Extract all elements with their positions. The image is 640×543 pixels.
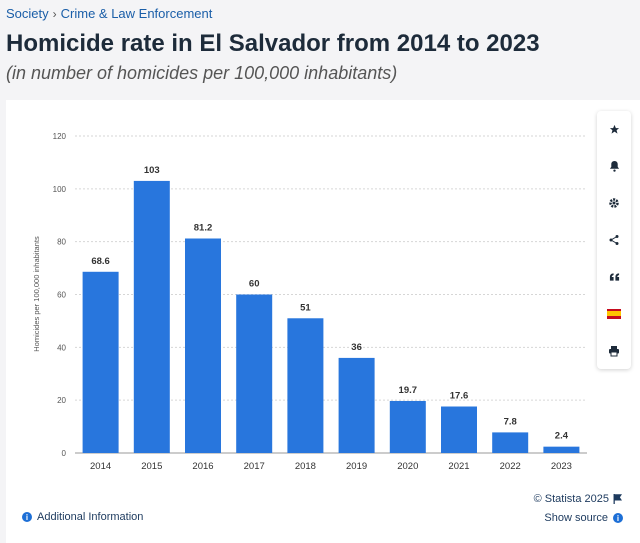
data-label: 2.4 [555,431,569,442]
data-label: 17.6 [450,391,469,402]
x-tick-label: 2017 [244,461,265,472]
y-axis-title: Homicides per 100,000 inhabitants [32,236,41,352]
bar-2021[interactable] [441,406,477,453]
additional-information-link[interactable]: i Additional Information [22,511,143,523]
gear-icon[interactable] [597,185,631,222]
breadcrumb-society[interactable]: Society [6,6,49,21]
chart-toolbar [597,111,631,369]
y-tick-label: 40 [57,343,66,352]
info-icon: i [22,512,32,522]
page-title: Homicide rate in El Salvador from 2014 t… [6,30,540,57]
bar-2015[interactable] [133,180,170,454]
bar-layer [82,180,580,454]
bell-icon[interactable] [597,148,631,185]
star-icon[interactable] [597,111,631,148]
share-icon[interactable] [597,222,631,259]
bar-2017[interactable] [236,294,273,454]
bar-2014[interactable] [82,271,119,453]
bar-2016[interactable] [185,238,221,453]
data-label: 51 [300,302,311,313]
y-tick-label: 100 [53,185,67,194]
bar-2019[interactable] [338,357,375,453]
y-tick-label: 0 [62,449,67,458]
bar-2022[interactable] [492,432,529,453]
y-tick-label: 20 [57,396,66,405]
copyright-link[interactable]: © Statista 2025 [534,493,622,505]
bar-2020[interactable] [389,400,426,453]
show-source-link[interactable]: Show source i [544,512,623,524]
bar-2023[interactable] [543,446,580,453]
x-tick-label: 2021 [448,461,469,472]
x-tick-label: 2020 [397,461,418,472]
y-tick-label: 80 [57,238,66,247]
breadcrumb-separator: › [52,6,57,21]
breadcrumb-crime-law[interactable]: Crime & Law Enforcement [60,6,213,21]
x-tick-label: 2018 [295,461,316,472]
x-tick-label: 2016 [192,461,213,472]
x-tick-label: 2023 [551,461,572,472]
data-label: 19.7 [399,385,418,396]
copyright-label: © Statista 2025 [533,493,609,505]
x-tick-label: 2015 [141,461,162,472]
flag-icon [613,494,622,504]
print-icon[interactable] [597,332,631,369]
x-tick-label: 2014 [90,461,111,472]
additional-information-label: Additional Information [37,511,144,523]
data-label: 36 [351,342,362,353]
breadcrumb: Society › Crime & Law Enforcement [6,6,212,21]
quote-icon[interactable] [597,258,631,295]
data-label: 7.8 [504,416,517,427]
data-label: 68.6 [91,256,110,267]
y-tick-label: 120 [53,132,67,141]
bar-2018[interactable] [287,318,324,453]
x-tick-label: 2022 [500,461,521,472]
page-subtitle: (in number of homicides per 100,000 inha… [6,63,398,83]
info-icon: i [613,513,623,523]
show-source-label: Show source [544,512,608,524]
spain-flag-icon[interactable] [597,295,631,332]
data-label: 60 [249,279,260,290]
data-label: 103 [144,165,160,176]
data-label: 81.2 [194,222,213,233]
label-layer: 0 20 40 60 80 100 120 68.6 2014 103 2015 81.2 2016 60… [53,132,572,472]
x-tick-label: 2019 [346,461,367,472]
y-tick-label: 60 [57,291,66,300]
